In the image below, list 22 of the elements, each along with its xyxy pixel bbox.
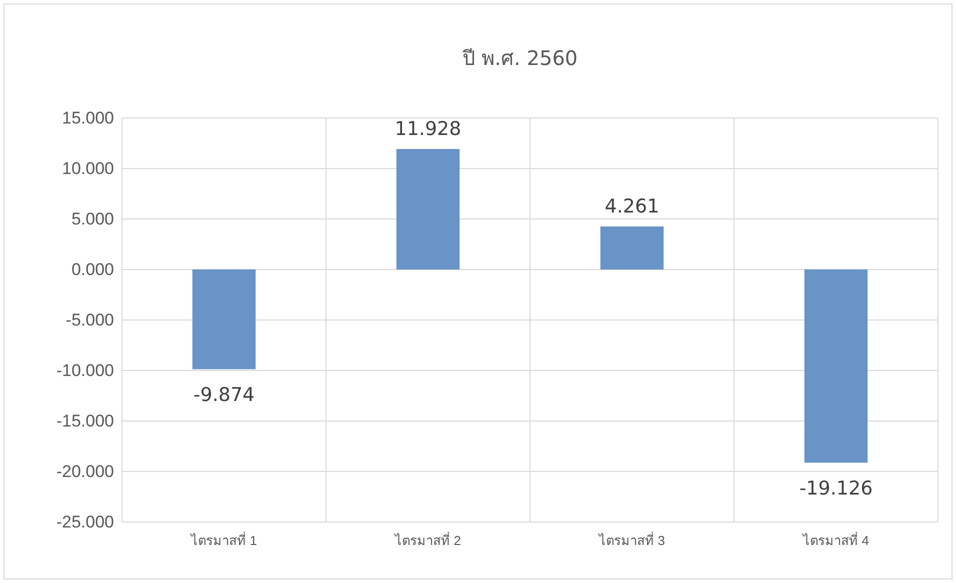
y-tick-label: -25.000 bbox=[56, 512, 114, 532]
data-label: 11.928 bbox=[394, 118, 462, 140]
x-tick-label: ไตรมาสที่ 3 bbox=[598, 532, 665, 548]
y-tick-label: 0.000 bbox=[71, 260, 114, 279]
bar bbox=[192, 270, 256, 370]
data-label: -9.874 bbox=[193, 384, 255, 406]
y-tick-label: 10.000 bbox=[62, 158, 114, 178]
bar bbox=[600, 226, 664, 270]
y-tick-label: -20.000 bbox=[56, 462, 114, 481]
x-tick-label: ไตรมาสที่ 1 bbox=[190, 532, 257, 548]
data-label: 4.261 bbox=[604, 195, 660, 218]
y-tick-label: 5.000 bbox=[71, 209, 114, 228]
x-tick-label: ไตรมาสที่ 2 bbox=[394, 532, 461, 548]
bar bbox=[396, 149, 460, 270]
bar bbox=[804, 270, 868, 463]
y-tick-label: -10.000 bbox=[56, 360, 114, 380]
x-tick-label: ไตรมาสที่ 4 bbox=[802, 532, 869, 548]
data-label: -19.126 bbox=[799, 478, 873, 500]
y-tick-label: -15.000 bbox=[56, 411, 114, 430]
chart-title: ปี พ.ศ. 2560 bbox=[462, 46, 578, 70]
y-tick-label: -5.000 bbox=[66, 310, 114, 330]
y-tick-label: 15.000 bbox=[62, 108, 114, 128]
